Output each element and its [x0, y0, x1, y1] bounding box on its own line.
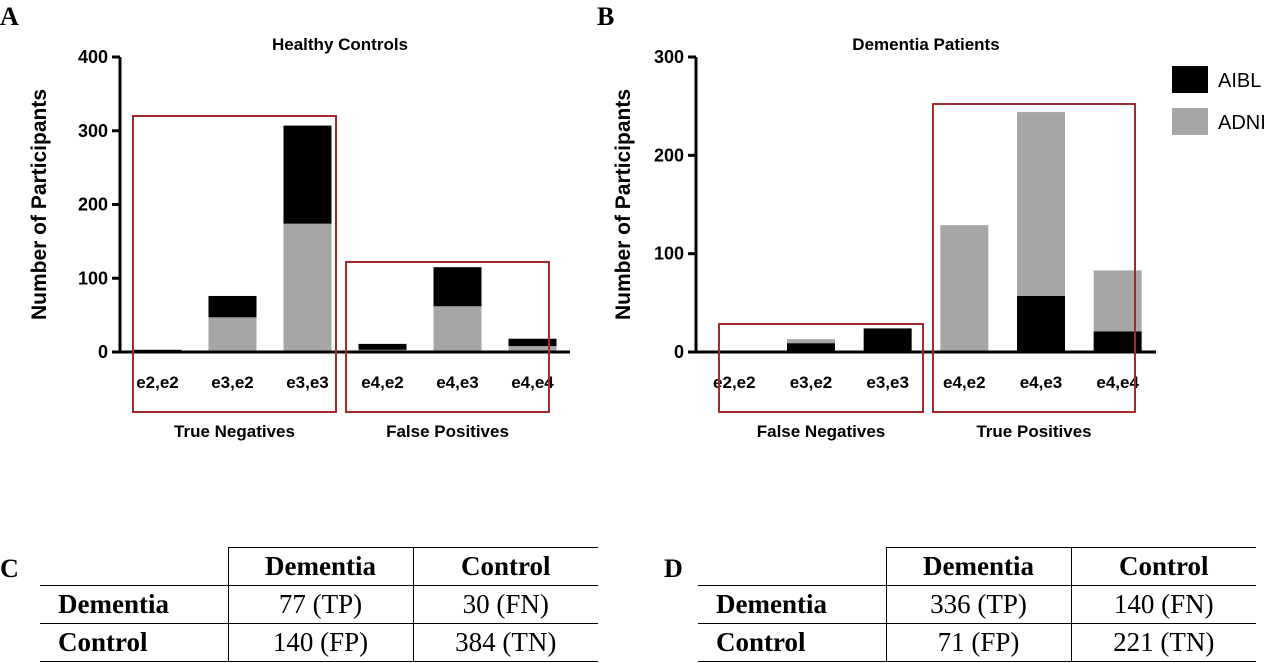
table-cell: 336 (TP) — [885, 585, 1071, 624]
group-box — [132, 115, 337, 413]
x-tick-label: e3,e3 — [286, 373, 329, 392]
table-cell: 140 (FN) — [1070, 585, 1256, 624]
table-cell: 77 (TP) — [227, 585, 413, 624]
bar-segment-adni — [940, 225, 989, 352]
x-tick-label: e4,e4 — [1096, 373, 1139, 392]
table-corner — [40, 547, 228, 586]
bar-segment-aibl — [863, 328, 912, 352]
column-header: Dementia — [227, 547, 413, 586]
contingency-table-c: Dementia Control Dementia 77 (TP) 30 (FN… — [40, 547, 598, 662]
legend-swatch-aibl — [1172, 66, 1208, 93]
table-cell: 221 (TN) — [1070, 623, 1256, 662]
group-label: False Negatives — [757, 422, 886, 441]
legend-swatch-adni — [1172, 108, 1208, 135]
table-row: Dementia 336 (TP) 140 (FN) — [698, 585, 1256, 624]
x-tick-label: e3,e3 — [866, 373, 909, 392]
bar-segment-adni — [787, 339, 835, 344]
row-header: Dementia — [40, 585, 228, 624]
x-tick-label: e4,e3 — [436, 373, 479, 392]
bar-segment-aibl — [1093, 331, 1142, 352]
group-label: True Positives — [976, 422, 1091, 441]
table-cell: 384 (TN) — [412, 623, 598, 662]
bar-segment-aibl — [508, 338, 557, 347]
panel-a-letter: A — [0, 2, 19, 31]
x-tick-label: e4,e2 — [361, 373, 404, 392]
y-tick-label: 0 — [674, 342, 684, 362]
bar-segment-adni — [283, 223, 332, 352]
table-row: Control 71 (FP) 221 (TN) — [698, 623, 1256, 662]
legend-label: ADNI — [1218, 112, 1266, 134]
bar-segment-adni — [433, 306, 482, 352]
panel-d-letter: D — [664, 554, 683, 583]
table-cell: 30 (FN) — [412, 585, 598, 624]
y-tick-label: 300 — [654, 47, 684, 67]
contingency-table-d: Dementia Control Dementia 336 (TP) 140 (… — [698, 547, 1256, 662]
group-box — [718, 323, 924, 413]
bar-segment-adni — [1017, 112, 1065, 296]
y-tick-label: 400 — [78, 47, 108, 67]
bar-segment-aibl — [1017, 295, 1065, 352]
x-tick-label: e2,e2 — [713, 373, 756, 392]
bar-segment-aibl — [208, 295, 257, 318]
column-header: Control — [1070, 547, 1256, 586]
group-box — [345, 261, 550, 413]
bar-segment-aibl — [283, 125, 332, 224]
table-row: Dementia 77 (TP) 30 (FN) — [40, 585, 598, 624]
row-header: Dementia — [698, 585, 886, 624]
x-tick-label: e4,e4 — [511, 373, 554, 392]
figure-charts: Healthy Controls Number of Participants e2… — [28, 35, 1266, 441]
y-tick-label: 100 — [654, 244, 684, 264]
x-tick-label: e3,e2 — [790, 373, 833, 392]
bar-segment-aibl — [358, 343, 407, 350]
row-header: Control — [698, 623, 886, 662]
y-axis-label: Number of Participants — [28, 89, 51, 320]
x-tick-label: e4,e2 — [943, 373, 986, 392]
bar-segment-adni — [508, 346, 557, 352]
x-tick-label: e2,e2 — [136, 373, 179, 392]
y-axis-label: Number of Participants — [612, 89, 635, 320]
group-label: True Negatives — [174, 422, 295, 441]
table-row: Control 140 (FP) 384 (TN) — [40, 623, 598, 662]
bar-segment-aibl — [787, 343, 835, 352]
y-tick-label: 200 — [78, 195, 108, 215]
table-cell: 71 (FP) — [885, 623, 1071, 662]
x-tick-label: e4,e3 — [1020, 373, 1063, 392]
x-tick-label: e3,e2 — [211, 373, 254, 392]
group-label: False Positives — [386, 422, 509, 441]
table-cell: 140 (FP) — [227, 623, 413, 662]
panel-b-letter: B — [597, 2, 615, 31]
table-corner — [698, 547, 886, 586]
bar-segment-adni — [1093, 270, 1142, 332]
panel-c-letter: C — [0, 554, 19, 583]
bar-segment-adni — [208, 317, 257, 352]
row-header: Control — [40, 623, 228, 662]
y-tick-label: 300 — [78, 121, 108, 141]
y-tick-label: 100 — [78, 268, 108, 288]
y-tick-label: 0 — [98, 342, 108, 362]
y-tick-label: 200 — [654, 145, 684, 165]
chart-title: Dementia Patients — [852, 35, 999, 54]
chart-title: Healthy Controls — [272, 35, 408, 54]
legend-label: AIBL — [1218, 70, 1261, 92]
bar-segment-aibl — [433, 267, 482, 307]
column-header: Control — [412, 547, 598, 586]
column-header: Dementia — [885, 547, 1071, 586]
group-box — [932, 103, 1136, 413]
